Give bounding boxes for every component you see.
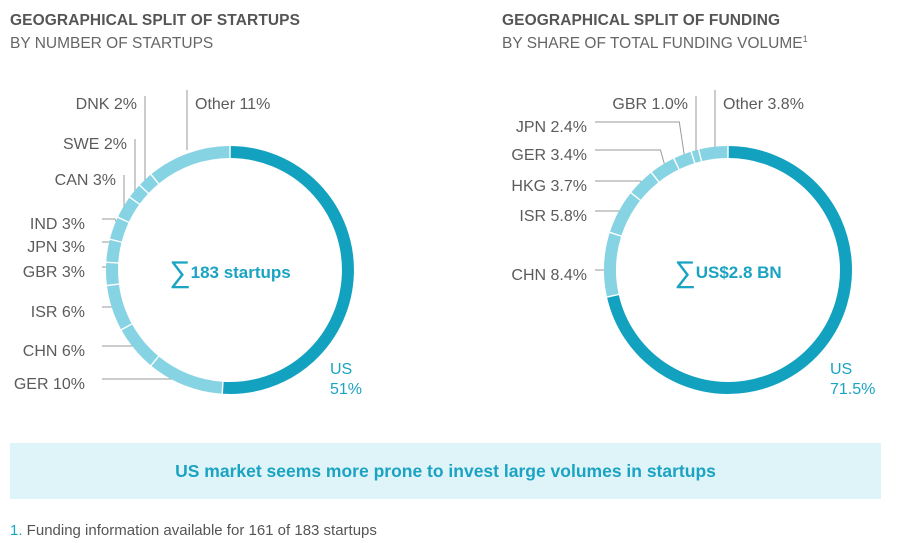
slice-us [607,146,852,394]
slice-hkg [631,172,659,200]
slice-label-swe: SWE 2% [63,136,127,153]
footnote: 1. Funding information available for 161… [10,522,377,539]
funding-chart-subtitle: BY SHARE OF TOTAL FUNDING VOLUME1 [502,34,808,53]
slice-chn [121,324,159,366]
conclusion-banner: US market seems more prone to invest lar… [10,443,881,499]
slice-label-gbr: GBR 3% [23,264,85,281]
slice-label-jpn: JPN 2.4% [516,119,587,136]
center-total-label: ∑183 startups [169,256,291,289]
leader-line-jpn [595,121,686,163]
footnote-text: Funding information available for 161 of… [22,522,377,539]
slice-label-us-value: 71.5% [830,381,875,398]
center-total-label: ∑US$2.8 BN [674,256,781,289]
slice-gbr [106,262,119,285]
slice-label-chn: CHN 6% [23,343,85,360]
funding-donut-chart: US 71.5% CHN 8.4% ISR 5.8% HKG 3.7% GER 3.4% J… [511,90,875,398]
slice-label-other: Other 3.8% [723,96,804,113]
slice-us [222,146,354,394]
funding-chart-title: GEOGRAPHICAL SPLIT OF FUNDING [502,12,781,29]
slice-ger [651,158,679,182]
startups-chart-subtitle: BY NUMBER OF STARTUPS [10,35,214,52]
slice-label-jpn: JPN 3% [27,239,85,256]
slice-dnk [140,174,159,193]
slice-label-us-name: US [830,361,852,378]
slice-gbr [691,149,701,163]
footnote-number: 1. [10,522,23,539]
slice-label-us-name: US [330,361,352,378]
leader-line-ger [595,149,667,172]
slice-other [699,146,728,162]
footnote-marker: 1 [802,34,808,44]
sum-icon: ∑ [169,256,190,289]
slice-label-ger: GER 10% [14,376,85,393]
slice-label-isr: ISR 6% [31,304,85,321]
slice-label-ind: IND 3% [30,216,85,233]
slice-label-isr: ISR 5.8% [519,208,587,225]
slice-label-other: Other 11% [195,96,270,113]
slice-label-us-value: 51% [330,381,362,398]
slice-chn [604,233,622,297]
slice-ind [110,217,129,242]
slice-isr [610,193,641,236]
slice-label-chn: CHN 8.4% [511,267,587,284]
slice-jpn [106,239,122,263]
slice-label-gbr: GBR 1.0% [612,96,688,113]
slice-jpn [674,151,695,170]
center-total-value: US$2.8 BN [696,263,782,282]
slice-other [151,146,230,184]
center-total-value: 183 startups [191,263,291,282]
startups-donut-chart: US 51% GER 10% CHN 6% ISR 6% GBR 3% JPN 3% IND … [14,90,362,398]
slice-swe [130,185,148,204]
slice-label-can: CAN 3% [55,172,116,189]
sum-icon: ∑ [674,256,695,289]
slice-label-ger: GER 3.4% [511,147,587,164]
slice-can [118,197,140,222]
slice-label-dnk: DNK 2% [76,96,137,113]
banner-text: US market seems more prone to invest lar… [175,460,716,481]
slice-label-hkg: HKG 3.7% [511,178,587,195]
startups-chart-title: GEOGRAPHICAL SPLIT OF STARTUPS [10,12,301,29]
funding-subtitle-text: BY SHARE OF TOTAL FUNDING VOLUME [502,35,803,52]
slice-ger [151,356,223,394]
slice-isr [107,284,132,330]
startups-chart-panel: GEOGRAPHICAL SPLIT OF STARTUPS BY NUMBER… [0,0,453,430]
funding-chart-panel: GEOGRAPHICAL SPLIT OF FUNDING BY SHARE O… [453,0,906,430]
